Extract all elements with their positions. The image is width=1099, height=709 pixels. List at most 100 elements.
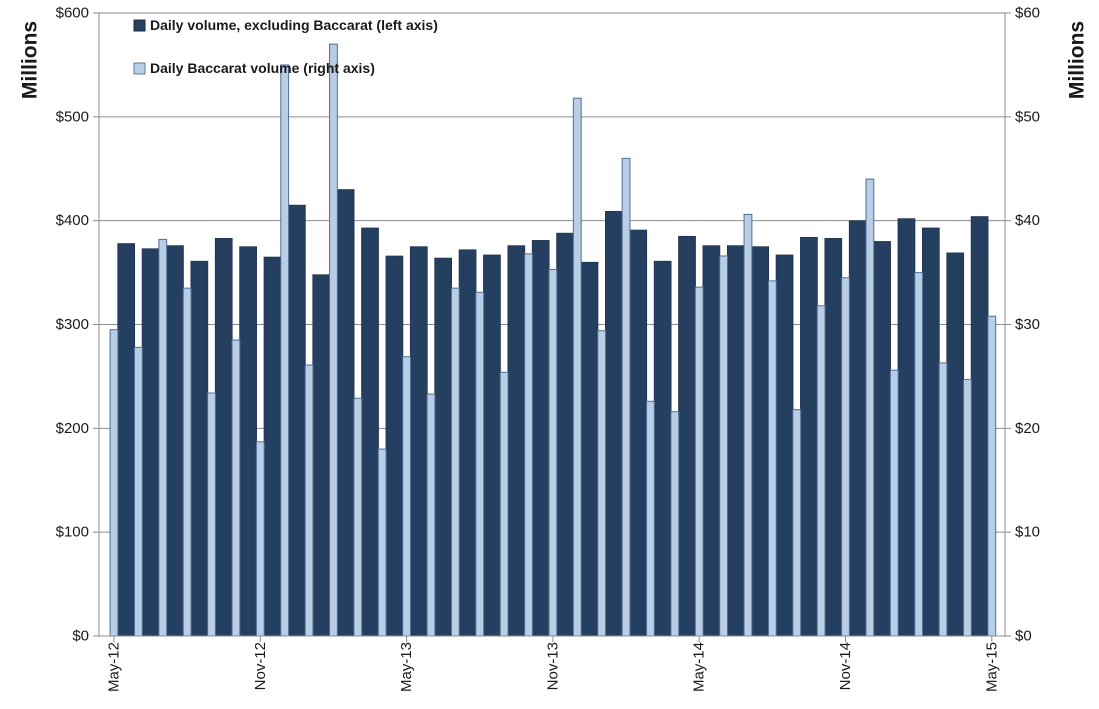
bar-excluding-baccarat <box>458 249 477 637</box>
bar-excluding-baccarat <box>239 246 257 637</box>
bar-baccarat <box>597 330 607 637</box>
x-tick-label: Nov-14 <box>837 642 854 690</box>
bar-excluding-baccarat <box>556 232 574 637</box>
bar-excluding-baccarat <box>361 227 379 637</box>
bar-baccarat <box>255 441 265 637</box>
bar-baccarat <box>280 64 290 637</box>
bar-baccarat <box>133 346 143 637</box>
left-tick-label: $0 <box>72 628 89 645</box>
bar-excluding-baccarat <box>800 236 818 637</box>
bar-baccarat <box>865 178 875 637</box>
right-tick-label: $10 <box>1015 524 1040 541</box>
bar-excluding-baccarat <box>848 220 867 637</box>
bar-excluding-baccarat <box>434 257 453 637</box>
bar-excluding-baccarat <box>409 246 428 637</box>
bar-excluding-baccarat <box>775 254 794 637</box>
bar-excluding-baccarat <box>751 246 769 637</box>
bar-baccarat <box>402 356 412 637</box>
bar-baccarat <box>524 253 533 637</box>
bar-excluding-baccarat <box>483 254 501 637</box>
right-axis-ticks: $0 $10 $20 $30 $40 $50 $60 <box>1005 5 1040 645</box>
left-tick-label: $600 <box>56 5 89 22</box>
bar-baccarat <box>182 287 192 637</box>
bar-excluding-baccarat <box>312 274 331 637</box>
bar-baccarat <box>377 448 387 637</box>
baccarat-series <box>109 43 997 637</box>
bar-excluding-baccarat <box>897 218 916 637</box>
x-tick-label: May-14 <box>691 642 708 692</box>
bar-baccarat <box>353 397 363 637</box>
x-tick-label: Nov-13 <box>544 642 561 690</box>
legend: Daily volume, excluding Baccarat (left a… <box>133 17 438 76</box>
bar-excluding-baccarat <box>117 243 136 637</box>
bar-excluding-baccarat <box>288 204 306 637</box>
bar-baccarat <box>450 287 460 637</box>
left-tick-label: $100 <box>56 524 89 541</box>
bar-baccarat <box>109 329 119 637</box>
bar-baccarat <box>767 280 777 637</box>
bar-excluding-baccarat <box>702 245 721 637</box>
bar-excluding-baccarat <box>166 245 184 637</box>
bar-baccarat <box>987 315 997 637</box>
bar-excluding-baccarat <box>726 245 745 637</box>
right-tick-label: $20 <box>1015 420 1040 437</box>
bar-excluding-baccarat <box>605 211 623 637</box>
bar-baccarat <box>548 268 558 637</box>
bar-excluding-baccarat <box>385 255 404 637</box>
x-tick-label: May-13 <box>398 642 415 692</box>
legend-swatch-excluding-baccarat <box>133 19 146 32</box>
right-tick-label: $40 <box>1015 212 1040 229</box>
left-tick-label: $500 <box>56 108 89 125</box>
bar-excluding-baccarat <box>629 229 648 637</box>
bar-excluding-baccarat <box>873 241 891 637</box>
legend-label-baccarat: Daily Baccarat volume (right axis) <box>150 60 375 76</box>
bar-baccarat <box>938 362 948 637</box>
bar-baccarat <box>743 213 753 637</box>
x-tick-label: May-15 <box>983 642 1000 692</box>
bar-excluding-baccarat <box>507 245 526 637</box>
bar-excluding-baccarat <box>336 189 355 637</box>
bar-baccarat <box>231 339 241 637</box>
x-tick-label: May-12 <box>106 642 123 692</box>
bar-baccarat <box>207 392 216 637</box>
bar-baccarat <box>792 409 802 637</box>
bar-baccarat <box>329 43 338 637</box>
bar-baccarat <box>499 371 509 637</box>
right-tick-label: $0 <box>1015 628 1032 645</box>
bar-baccarat <box>426 393 436 637</box>
bar-baccarat <box>841 277 850 637</box>
left-axis-ticks: $0 $100 $200 $300 $400 $500 $600 <box>56 5 99 645</box>
bar-baccarat <box>304 364 314 637</box>
right-tick-label: $50 <box>1015 108 1040 125</box>
bar-baccarat <box>475 291 485 637</box>
bar-excluding-baccarat <box>263 256 282 637</box>
bar-excluding-baccarat <box>922 227 940 637</box>
legend-swatch-baccarat <box>133 62 146 75</box>
bar-baccarat <box>621 157 631 637</box>
bar-excluding-baccarat <box>824 238 843 637</box>
left-axis-title: Millions <box>19 21 42 99</box>
bar-baccarat <box>914 272 924 637</box>
bar-excluding-baccarat <box>946 252 965 637</box>
left-tick-label: $400 <box>56 212 89 229</box>
bar-excluding-baccarat <box>214 238 233 637</box>
bar-baccarat <box>670 411 680 637</box>
bar-baccarat <box>816 305 826 637</box>
bar-baccarat <box>889 369 899 637</box>
right-tick-label: $30 <box>1015 316 1040 333</box>
bar-excluding-baccarat <box>678 235 696 637</box>
bar-baccarat <box>719 255 728 637</box>
bar-baccarat <box>963 379 972 637</box>
bar-baccarat <box>158 238 168 637</box>
bar-excluding-baccarat <box>653 260 672 637</box>
bar-excluding-baccarat <box>580 261 599 637</box>
right-axis-title: Millions <box>1066 21 1089 99</box>
left-tick-label: $200 <box>56 420 89 437</box>
bar-excluding-baccarat <box>141 248 160 637</box>
x-tick-label: Nov-12 <box>252 642 269 690</box>
left-tick-label: $300 <box>56 316 89 333</box>
bar-excluding-baccarat <box>970 216 989 637</box>
legend-label-excluding-baccarat: Daily volume, excluding Baccarat (left a… <box>150 17 438 33</box>
bar-baccarat <box>646 400 655 637</box>
